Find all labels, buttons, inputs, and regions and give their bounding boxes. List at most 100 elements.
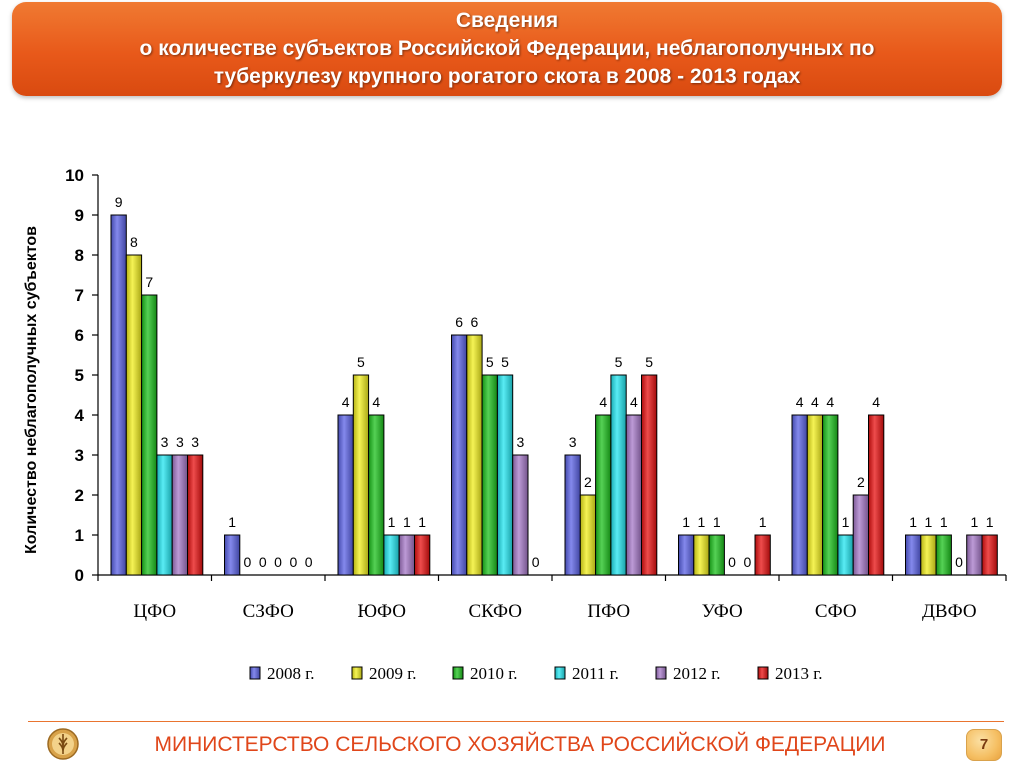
legend-swatch: [351, 666, 363, 680]
data-label: 3: [176, 434, 184, 450]
bar: [141, 294, 158, 576]
legend-swatch: [554, 666, 566, 680]
data-label: 1: [940, 514, 948, 530]
data-label: 5: [615, 354, 623, 370]
legend-swatch: [655, 666, 667, 680]
data-label: 5: [357, 354, 365, 370]
data-label: 4: [372, 394, 380, 410]
data-label: 1: [713, 514, 721, 530]
bar: [852, 494, 870, 576]
data-label: 1: [682, 514, 690, 530]
category-label: ЮФО: [358, 601, 407, 622]
legend-label: 2011 г.: [572, 664, 619, 683]
y-tick-label: 0: [75, 566, 84, 585]
bar: [641, 374, 658, 576]
data-label: 9: [115, 194, 123, 210]
bar: [708, 534, 725, 576]
data-label: 4: [811, 394, 819, 410]
bar: [156, 454, 173, 576]
bar: [398, 534, 416, 576]
bar: [693, 534, 710, 576]
y-tick-label: 1: [75, 526, 84, 545]
bar: [754, 534, 771, 576]
bar: [466, 334, 483, 576]
data-label: 2: [857, 474, 865, 490]
data-label: 3: [569, 434, 577, 450]
bar: [451, 334, 468, 576]
y-tick-label: 9: [75, 206, 84, 225]
page-number-badge: 7: [966, 729, 1002, 761]
legend-label: 2013 г.: [775, 664, 823, 683]
data-label: 0: [244, 554, 252, 570]
data-label: 4: [599, 394, 607, 410]
data-label: 0: [289, 554, 297, 570]
bar: [625, 414, 643, 576]
data-label: 4: [872, 394, 880, 410]
data-label: 7: [145, 274, 153, 290]
bar: [383, 534, 400, 576]
category-label: ДВФО: [922, 601, 977, 622]
data-label: 4: [342, 394, 350, 410]
data-label: 6: [471, 314, 479, 330]
bar: [224, 534, 241, 576]
ministry-name: МИНИСТЕРСТВО СЕЛЬСКОГО ХОЗЯЙСТВА РОССИЙС…: [154, 733, 886, 756]
data-label: 0: [955, 554, 963, 570]
bar: [905, 534, 922, 576]
bar: [414, 534, 431, 576]
bar: [110, 214, 127, 576]
title-line-2: о количестве субъектов Российской Федера…: [139, 37, 875, 60]
y-tick-label: 7: [75, 286, 84, 305]
legend-swatch: [452, 666, 464, 680]
data-label: 3: [191, 434, 199, 450]
data-label: 1: [909, 514, 917, 530]
bar: [187, 454, 204, 576]
y-tick-label: 2: [75, 486, 84, 505]
data-label: 1: [388, 514, 396, 530]
legend-label: 2008 г.: [267, 664, 315, 683]
bar: [610, 374, 627, 576]
bar: [481, 374, 498, 576]
bar: [352, 374, 370, 576]
footer-divider: [28, 721, 1004, 722]
data-label: 1: [698, 514, 706, 530]
category-label: СКФО: [469, 601, 522, 622]
data-label: 2: [584, 474, 592, 490]
bar: [981, 534, 998, 576]
data-label: 5: [501, 354, 509, 370]
ministry-logo-icon: [47, 728, 79, 760]
y-axis-title: Количество неблагополучных субъектов: [23, 226, 40, 554]
data-label: 1: [970, 514, 978, 530]
data-label: 3: [516, 434, 524, 450]
y-tick-label: 3: [75, 446, 84, 465]
data-label: 5: [486, 354, 494, 370]
bar: [791, 414, 808, 576]
legend-label: 2010 г.: [470, 664, 518, 683]
data-label: 1: [925, 514, 933, 530]
bar: [564, 454, 581, 576]
title-line-3: туберкулезу крупного рогатого скота в 20…: [213, 65, 801, 88]
data-label: 1: [228, 514, 236, 530]
legend-label: 2009 г.: [369, 664, 417, 683]
bar: [868, 414, 885, 576]
y-tick-label: 10: [65, 166, 84, 185]
bar: [125, 254, 143, 576]
data-label: 0: [743, 554, 751, 570]
bar: [579, 494, 597, 576]
category-label: УФО: [702, 601, 743, 622]
bar: [935, 534, 952, 576]
data-label: 6: [455, 314, 463, 330]
legend-label: 2012 г.: [673, 664, 721, 683]
category-label: ПФО: [587, 601, 630, 622]
y-tick-label: 6: [75, 326, 84, 345]
data-label: 5: [645, 354, 653, 370]
bar: [368, 414, 385, 576]
legend-swatch: [757, 666, 769, 680]
category-label: СФО: [815, 601, 857, 622]
slide-title-banner: Сведения о количестве субъектов Российск…: [12, 2, 1002, 96]
y-tick-label: 5: [75, 366, 84, 385]
data-label: 0: [274, 554, 282, 570]
data-label: 1: [842, 514, 850, 530]
bar: [496, 374, 514, 576]
data-label: 0: [728, 554, 736, 570]
